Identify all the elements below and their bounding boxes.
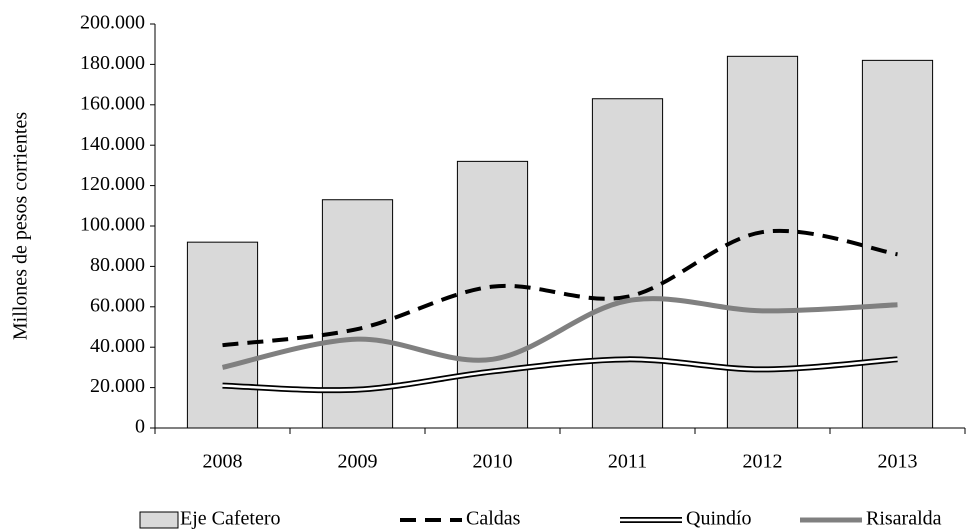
y-tick-label: 180.000 [80, 52, 145, 74]
y-axis-label: Millones de pesos corrientes [10, 112, 32, 340]
bar [861, 59, 934, 429]
y-tick-label: 20.000 [90, 375, 145, 397]
x-tick-label: 2013 [878, 451, 918, 473]
y-tick-label: 0 [135, 416, 145, 438]
x-tick-label: 2012 [743, 451, 783, 473]
line-inner [222, 358, 898, 392]
x-tick-label: 2011 [608, 451, 647, 473]
y-tick-label: 100.000 [80, 214, 145, 236]
legend-label: Caldas [466, 508, 521, 530]
bar [456, 160, 529, 429]
y-tick-label: 60.000 [90, 294, 145, 316]
legend-label: Eje Cafetero [180, 508, 281, 530]
legend-label: Quindío [686, 508, 752, 530]
y-tick-label: 140.000 [80, 133, 145, 155]
x-tick-label: 2009 [338, 451, 378, 473]
y-tick-label: 160.000 [80, 92, 145, 114]
line [221, 296, 898, 370]
bar [186, 241, 259, 429]
legend-label: Risaralda [866, 508, 942, 530]
x-tick-label: 2008 [203, 451, 243, 473]
line [222, 228, 898, 348]
bar [321, 199, 394, 429]
y-tick-label: 120.000 [80, 173, 145, 195]
y-tick-label: 40.000 [90, 335, 145, 357]
bar [591, 98, 664, 429]
legend-swatch [139, 511, 179, 529]
x-tick-label: 2010 [473, 451, 513, 473]
y-tick-label: 80.000 [90, 254, 145, 276]
y-tick-label: 200.000 [80, 12, 145, 34]
